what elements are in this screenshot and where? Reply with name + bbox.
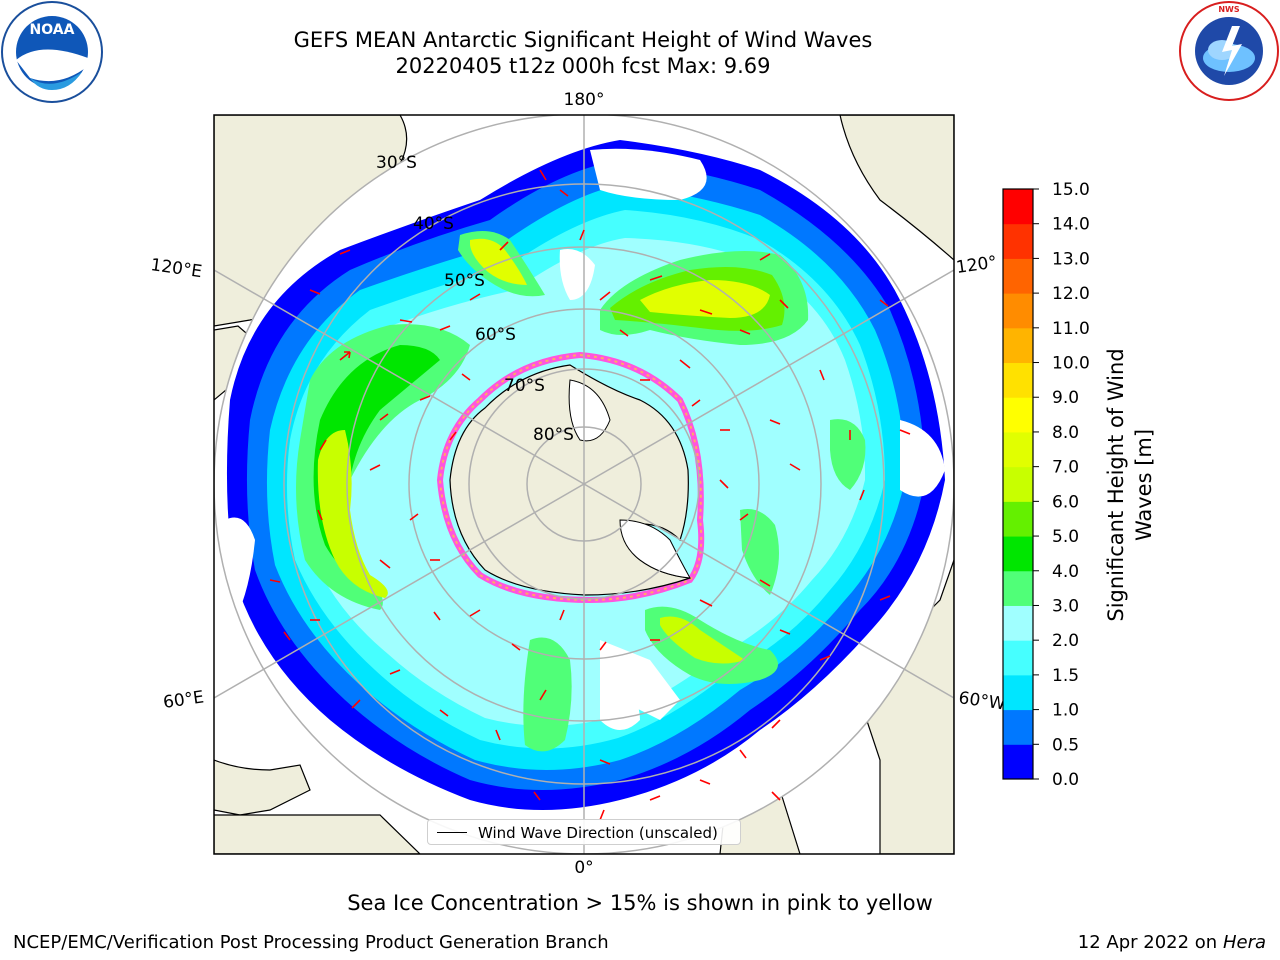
lat-label-40s: 40°S bbox=[413, 214, 454, 234]
map-frame bbox=[213, 114, 955, 855]
lat-label-70s: 70°S bbox=[504, 376, 545, 396]
land-africa bbox=[214, 814, 421, 854]
lon-label-180: 180° bbox=[564, 90, 605, 110]
colorbar-segment bbox=[1003, 640, 1033, 676]
colorbar-tick-label: 15.0 bbox=[1052, 180, 1090, 200]
colorbar-segment bbox=[1003, 709, 1033, 745]
ross-ice-shelf bbox=[568, 379, 611, 442]
land-north-america-tip bbox=[839, 115, 954, 261]
nws-logo-icon: NWS bbox=[1179, 1, 1279, 101]
legend-line-icon bbox=[437, 832, 467, 833]
colorbar-tick-label: 1.0 bbox=[1052, 701, 1079, 721]
colorbar-segment bbox=[1003, 258, 1033, 294]
colorbar-segment bbox=[1003, 605, 1033, 641]
colorbar-tick-label: 9.0 bbox=[1052, 388, 1079, 408]
lon-label-120w: 120° bbox=[955, 252, 998, 278]
colorbar-segment bbox=[1003, 362, 1033, 398]
colorbar-tick-label: 6.0 bbox=[1052, 492, 1079, 512]
land-madagascar bbox=[214, 759, 311, 816]
graticule bbox=[214, 115, 954, 854]
colorbar-tick-label: 3.0 bbox=[1052, 596, 1079, 616]
colorbar-label-line2: Waves [m] bbox=[1132, 429, 1156, 541]
footer-date-text: 12 Apr 2022 on bbox=[1077, 932, 1223, 953]
colorbar-tick-label: 13.0 bbox=[1052, 249, 1090, 269]
footer-credit: NCEP/EMC/Verification Post Processing Pr… bbox=[13, 932, 609, 953]
colorbar-segment bbox=[1003, 327, 1033, 364]
colorbar-tick-label: 1.5 bbox=[1052, 666, 1079, 686]
colorbar-tick-label: 0.5 bbox=[1052, 735, 1079, 755]
lat-label-30s: 30°S bbox=[376, 153, 417, 173]
colorbar-tick-label: 8.0 bbox=[1052, 423, 1079, 443]
colorbar-tick-label: 11.0 bbox=[1052, 319, 1090, 339]
colorbar bbox=[1003, 189, 1033, 780]
colorbar-tick-label: 12.0 bbox=[1052, 284, 1090, 304]
colorbar-segment bbox=[1003, 674, 1033, 711]
colorbar-frame bbox=[1002, 188, 1034, 780]
colorbar-tick-label: 5.0 bbox=[1052, 527, 1079, 547]
land-masses bbox=[214, 115, 954, 854]
colorbar-tick-label: 4.0 bbox=[1052, 562, 1079, 582]
sea-ice-ring bbox=[436, 351, 705, 604]
noaa-logo-icon: NOAA bbox=[1, 1, 103, 103]
weddell-ice-shelf bbox=[619, 519, 691, 579]
colorbar-segment bbox=[1003, 293, 1033, 329]
footer-machine: Hera bbox=[1222, 932, 1266, 953]
colorbar-segment bbox=[1003, 223, 1033, 259]
colorbar-tick-label: 0.0 bbox=[1052, 770, 1079, 790]
colorbar-segment bbox=[1003, 466, 1033, 502]
colorbar-ticks: 0.0 0.5 1.0 1.5 2.0 3.0 4.0 5.0 6.0 7.0 8.0 9.0 10.0… bbox=[1033, 180, 1090, 790]
svg-text:NWS: NWS bbox=[1218, 5, 1240, 14]
colorbar-tick-label: 7.0 bbox=[1052, 458, 1079, 478]
lon-label-120e: 120°E bbox=[149, 255, 203, 282]
colorbar-segment bbox=[1003, 536, 1033, 572]
wind-wave-arrows bbox=[269, 169, 911, 821]
lon-label-0: 0° bbox=[574, 858, 593, 878]
legend-label: Wind Wave Direction (unscaled) bbox=[478, 824, 718, 842]
chart-subtitle: 20220405 t12z 000h fcst Max: 9.69 bbox=[395, 54, 771, 78]
footer-date: 12 Apr 2022 on Hera bbox=[1078, 932, 1266, 953]
lat-label-80s: 80°S bbox=[533, 425, 574, 445]
chart-title: GEFS MEAN Antarctic Significant Height o… bbox=[293, 28, 873, 52]
colorbar-segment bbox=[1003, 501, 1033, 537]
colorbar-segment bbox=[1003, 397, 1033, 433]
lon-label-60w: 60°W bbox=[957, 688, 1006, 714]
colorbar-segment bbox=[1003, 431, 1033, 468]
lat-label-50s: 50°S bbox=[444, 271, 485, 291]
colorbar-segment bbox=[1003, 189, 1033, 225]
lat-label-60s: 60°S bbox=[475, 325, 516, 345]
colorbar-label-line1: Significant Height of Wind bbox=[1104, 348, 1128, 621]
colorbar-segment bbox=[1003, 570, 1033, 606]
lon-label-60e: 60°E bbox=[162, 687, 205, 712]
colorbar-tick-label: 14.0 bbox=[1052, 215, 1090, 235]
colorbar-segment bbox=[1003, 744, 1033, 780]
map-legend: Wind Wave Direction (unscaled) bbox=[427, 819, 741, 845]
sea-ice-note: Sea Ice Concentration > 15% is shown in … bbox=[347, 891, 933, 915]
svg-text:NOAA: NOAA bbox=[30, 22, 75, 38]
colorbar-tick-label: 2.0 bbox=[1052, 631, 1079, 651]
colorbar-tick-label: 10.0 bbox=[1052, 354, 1090, 374]
